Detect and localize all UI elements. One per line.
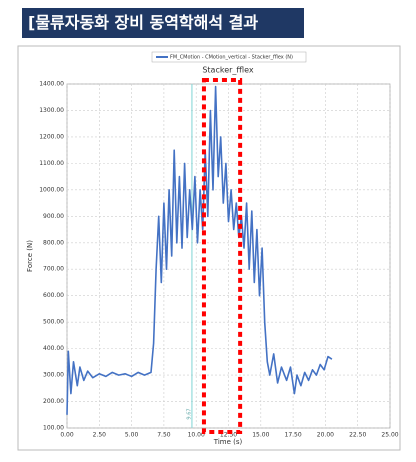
chart-title: Stacker_fflex — [202, 66, 254, 75]
y-tick-label: 300.00 — [43, 372, 64, 379]
x-tick-label: 25.00 — [381, 432, 398, 439]
y-tick-label: 600.00 — [43, 292, 64, 299]
header-title: [물류자동화 장비 동역학해석 결과 — [22, 8, 304, 38]
y-tick-label: 900.00 — [43, 213, 64, 220]
x-tick-label: 5.00 — [125, 432, 139, 439]
y-tick-label: 1400.00 — [39, 81, 64, 88]
x-tick-label: 2.50 — [93, 432, 107, 439]
series-line — [66, 85, 333, 415]
y-tick-label: 1300.00 — [39, 107, 64, 114]
y-tick-label: 700.00 — [43, 266, 64, 273]
y-tick-label: 400.00 — [43, 345, 64, 352]
x-axis-label: Time (s) — [213, 438, 243, 446]
x-tick-label: 15.00 — [252, 432, 269, 439]
y-tick-label: 1200.00 — [39, 133, 64, 140]
y-tick-label: 200.00 — [43, 398, 64, 405]
legend-label: FM_CMotion - CMotion_vertical - Stacker_… — [170, 55, 293, 61]
x-tick-label: 17.50 — [285, 432, 302, 439]
x-tick-label: 22.50 — [349, 432, 366, 439]
y-tick-label: 500.00 — [43, 319, 64, 326]
x-tick-label: 20.00 — [317, 432, 334, 439]
y-tick-label: 1100.00 — [39, 160, 64, 167]
marker-label: 9.67 — [186, 408, 192, 419]
x-tick-label: 10.00 — [188, 432, 205, 439]
x-tick-label: 12.50 — [220, 432, 237, 439]
x-tick-label: 0.00 — [60, 432, 74, 439]
y-tick-label: 800.00 — [43, 239, 64, 246]
y-tick-label: 1000.00 — [39, 186, 64, 193]
highlight-box — [201, 78, 243, 434]
y-tick-label: 100.00 — [43, 425, 64, 432]
legend-box — [151, 51, 307, 63]
x-tick-label: 7.50 — [157, 432, 171, 439]
y-axis-label: Force (N) — [26, 240, 34, 272]
